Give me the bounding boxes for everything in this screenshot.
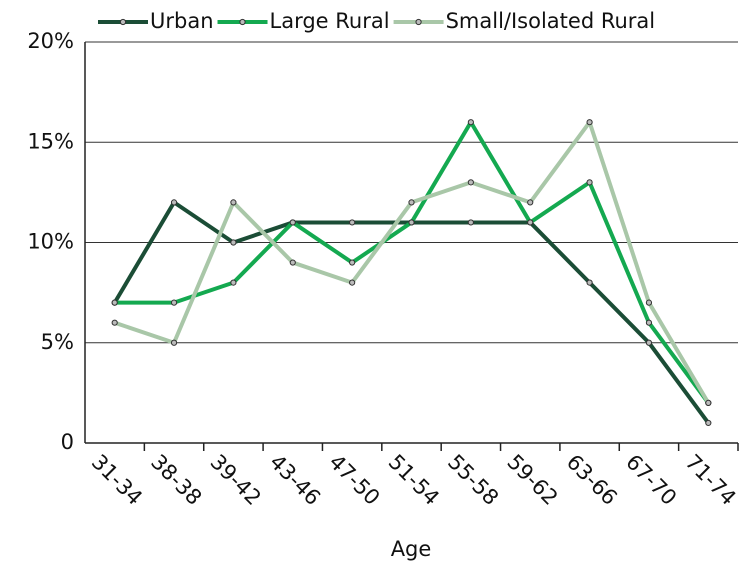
point — [467, 179, 474, 186]
legend-marker — [119, 18, 127, 26]
legend-label: Urban — [150, 9, 214, 33]
series-line — [114, 120, 711, 404]
point — [586, 179, 593, 186]
point — [111, 299, 118, 306]
point — [645, 319, 653, 326]
legend-marker — [415, 18, 422, 26]
point — [705, 399, 712, 406]
point — [230, 279, 237, 286]
point — [527, 219, 534, 226]
legend-label: Small/Isolated Rural — [446, 9, 656, 33]
x-tick-label: 67-70 — [621, 450, 681, 510]
point — [586, 119, 593, 126]
point — [645, 339, 653, 346]
point — [111, 319, 118, 326]
x-tick-label: 59-62 — [502, 450, 562, 510]
point — [586, 279, 593, 286]
point — [349, 259, 356, 266]
y-tick-label: 10% — [27, 230, 74, 254]
point — [349, 219, 356, 226]
point — [289, 259, 296, 266]
point — [230, 199, 237, 206]
point — [230, 239, 237, 246]
point — [289, 219, 296, 226]
y-tick-label: 5% — [41, 330, 74, 354]
point — [170, 199, 178, 206]
x-tick-label: 39-42 — [206, 450, 266, 510]
point — [527, 199, 534, 206]
series-line — [112, 200, 710, 425]
x-tick-label: 43-46 — [265, 450, 325, 510]
legend-label: Large Rural — [270, 9, 390, 33]
series-line — [114, 120, 710, 405]
point — [349, 279, 356, 286]
x-tick-label: 38-38 — [146, 450, 206, 510]
point — [467, 219, 474, 226]
y-tick-label: 20% — [27, 29, 74, 53]
y-tick-label: 0 — [61, 430, 74, 454]
legend-marker — [239, 18, 246, 26]
point — [170, 299, 178, 306]
x-tick-label: 31-34 — [87, 450, 147, 510]
x-tick-label: 71-74 — [681, 450, 741, 510]
x-axis-title: Age — [391, 537, 432, 561]
y-tick-label: 15% — [27, 129, 74, 153]
point — [170, 339, 178, 346]
point — [408, 199, 415, 206]
point — [705, 419, 712, 427]
x-tick-label: 47-50 — [324, 450, 384, 510]
point — [408, 219, 415, 226]
x-tick-label: 63-66 — [562, 450, 622, 510]
x-tick-label: 51-54 — [384, 450, 444, 510]
point — [467, 119, 474, 126]
point — [645, 299, 653, 306]
x-tick-label: 55-58 — [443, 450, 503, 510]
